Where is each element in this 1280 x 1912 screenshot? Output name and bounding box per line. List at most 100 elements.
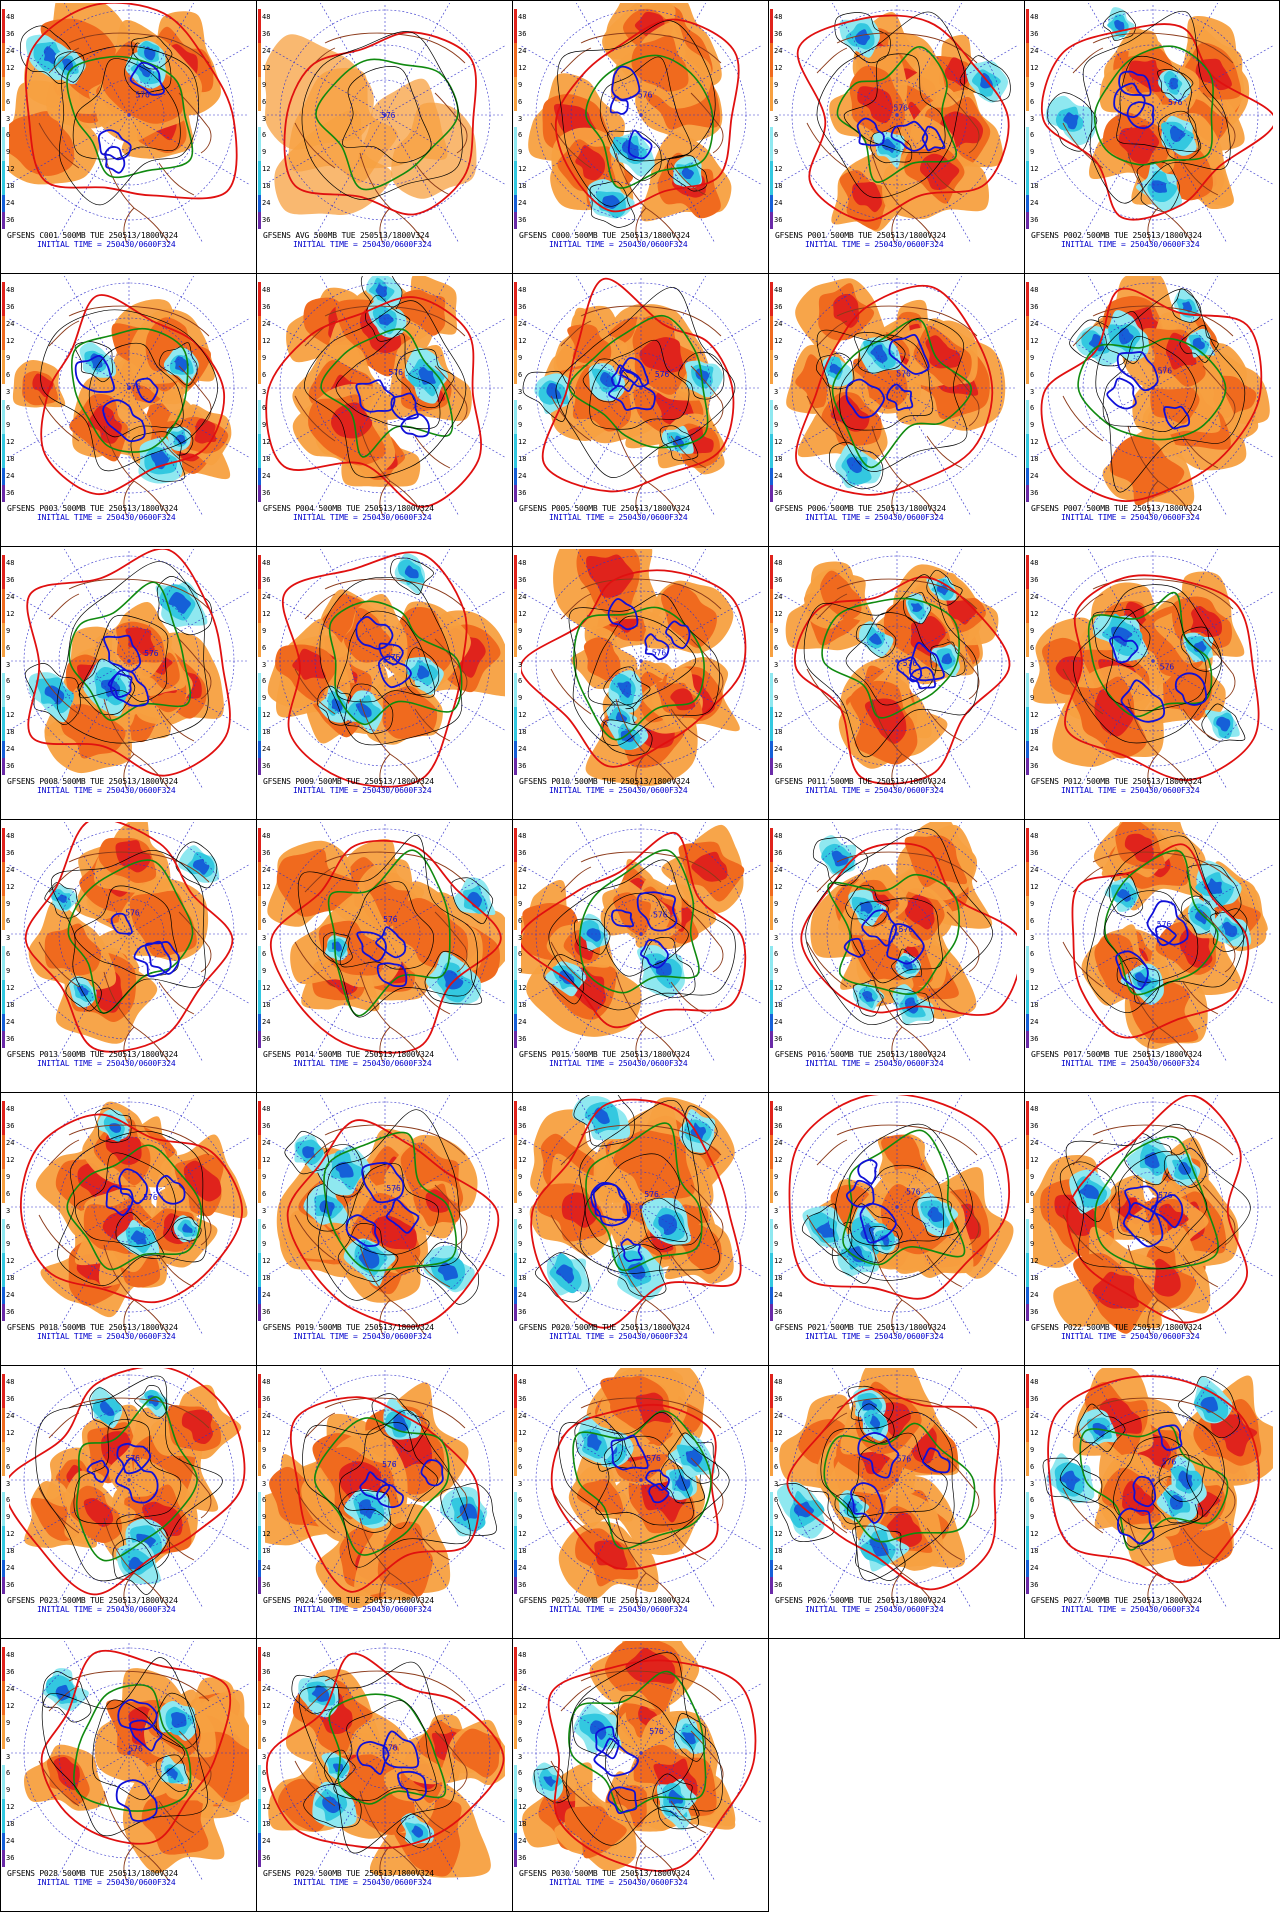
contour-label: 576 (143, 1193, 158, 1202)
color-scale-swatch (1026, 741, 1029, 759)
anomaly-map: 576 (777, 549, 1017, 789)
color-scale-swatch (770, 1304, 773, 1321)
color-scale-legend: 48 36 24 12 9 6 3 6 9 12 18 24 36 (514, 828, 526, 1048)
color-scale-tick: 3 (518, 933, 523, 942)
initial-time-label: INITIAL TIME = 250430/0600F324 (549, 786, 688, 795)
height-contours (19, 1113, 244, 1304)
contour-label: 576 (128, 1744, 143, 1753)
color-scale-tick: 6 (262, 677, 267, 686)
color-scale-tick: 24 (6, 592, 15, 601)
color-scale-tick: 18 (6, 182, 15, 191)
color-scale-tick: 18 (774, 1001, 783, 1010)
ensemble-member-panel: 576 48 36 24 12 9 6 3 6 9 12 18 24 36 GFSENS P011 500M… (768, 546, 1025, 820)
contour-label: 576 (652, 648, 667, 657)
color-scale-swatch (514, 1748, 517, 1766)
color-scale-tick: 9 (262, 1513, 267, 1522)
color-scale-swatch (514, 1390, 517, 1408)
color-scale-swatch (2, 1526, 5, 1544)
color-scale-swatch (514, 1407, 517, 1425)
initial-time-label: INITIAL TIME = 250430/0600F324 (37, 513, 176, 522)
color-scale-swatch (514, 656, 517, 674)
height-contours (795, 284, 994, 496)
color-scale-tick: 3 (1030, 1206, 1035, 1215)
height-contours (9, 1368, 246, 1596)
color-scale-swatch (258, 212, 261, 229)
initial-time-label: INITIAL TIME = 250430/0600F324 (805, 786, 944, 795)
color-scale-swatch (258, 1509, 261, 1527)
color-scale-tick: 9 (1030, 899, 1035, 908)
color-scale-tick: 6 (518, 404, 523, 413)
panel-caption: GFSENS P011 500MB TUE 250513/1800V324 (775, 777, 946, 786)
color-scale-swatch (2, 161, 5, 179)
height-contours (1071, 835, 1249, 1039)
color-scale-swatch (514, 485, 517, 502)
contour-label: 576 (135, 91, 150, 100)
color-scale-tick: 36 (262, 489, 271, 498)
color-scale-swatch (770, 400, 773, 418)
color-scale-swatch (1026, 1117, 1029, 1135)
color-scale-swatch (2, 1577, 5, 1594)
panel-caption: GFSENS P027 500MB TUE 250513/1800V324 (1031, 1596, 1202, 1605)
color-scale-swatch (770, 1526, 773, 1544)
color-scale-swatch (1026, 1270, 1029, 1288)
color-scale-swatch (258, 1270, 261, 1288)
color-scale-swatch (2, 1748, 5, 1766)
color-scale-swatch (770, 1390, 773, 1408)
color-scale-swatch (2, 1458, 5, 1476)
contour-label: 576 (126, 382, 141, 391)
color-scale-swatch (2, 1647, 5, 1664)
color-scale-tick: 6 (6, 97, 11, 106)
color-scale-tick: 3 (262, 1206, 267, 1215)
coastlines (806, 32, 980, 243)
color-scale-swatch (2, 605, 5, 623)
warm-anomaly-shading (276, 1128, 478, 1303)
initial-time-label: INITIAL TIME = 250430/0600F324 (37, 1059, 176, 1068)
color-scale-swatch (1026, 451, 1029, 469)
color-scale-swatch (1026, 673, 1029, 691)
color-scale-tick: 36 (774, 1581, 783, 1590)
color-scale-tick: 12 (518, 1257, 527, 1266)
color-scale-swatch (2, 59, 5, 77)
ensemble-member-panel: 576 48 36 24 12 9 6 3 6 9 12 18 24 36 GFSENS P012 500M… (1024, 546, 1280, 820)
color-scale-swatch (2, 1134, 5, 1152)
color-scale-swatch (2, 555, 5, 572)
color-scale-swatch (258, 997, 261, 1015)
anomaly-map: 576 (9, 1641, 249, 1881)
color-scale-swatch (770, 1101, 773, 1118)
color-scale-tick: 12 (1030, 1530, 1039, 1539)
contour-label: 576 (144, 649, 159, 658)
color-scale-tick: 12 (1030, 1257, 1039, 1266)
color-scale-tick: 3 (6, 933, 11, 942)
color-scale-tick: 24 (518, 745, 527, 754)
color-scale-tick: 9 (518, 967, 523, 976)
color-scale-swatch (514, 110, 517, 128)
color-scale-tick: 18 (262, 182, 271, 191)
color-scale-tick: 9 (774, 1445, 779, 1454)
color-scale-tick: 6 (262, 1735, 267, 1744)
color-scale-tick: 24 (262, 319, 271, 328)
color-scale-tick: 9 (774, 899, 779, 908)
color-scale-swatch (514, 622, 517, 640)
color-scale-legend: 48 36 24 12 9 6 3 6 9 12 18 24 36 (2, 1374, 14, 1594)
panel-caption: GFSENS P019 500MB TUE 250513/1800V324 (263, 1323, 434, 1332)
lat-lon-grid (9, 3, 249, 243)
color-scale-swatch (2, 1014, 5, 1032)
color-scale-tick: 24 (518, 199, 527, 208)
color-scale-tick: 12 (262, 1257, 271, 1266)
color-scale-tick: 12 (262, 1530, 271, 1539)
color-scale-tick: 6 (6, 404, 11, 413)
color-scale-tick: 36 (774, 29, 783, 38)
color-scale-tick: 9 (6, 353, 11, 362)
color-scale-tick: 12 (1030, 165, 1039, 174)
color-scale-tick: 24 (1030, 1018, 1039, 1027)
color-scale-swatch (2, 1304, 5, 1321)
color-scale-tick: 48 (774, 559, 783, 567)
contour-label: 576 (386, 653, 401, 662)
color-scale-swatch (1026, 1475, 1029, 1493)
color-scale-swatch (258, 400, 261, 418)
color-scale-tick: 9 (774, 1172, 779, 1181)
color-scale-tick: 9 (1030, 353, 1035, 362)
color-scale-tick: 24 (6, 865, 15, 874)
color-scale-swatch (1026, 1304, 1029, 1321)
color-scale-swatch (2, 1782, 5, 1800)
